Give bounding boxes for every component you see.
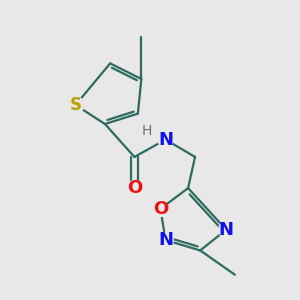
Circle shape	[153, 201, 168, 217]
Text: H: H	[141, 124, 152, 138]
Circle shape	[158, 132, 173, 147]
Text: O: O	[153, 200, 168, 218]
Circle shape	[127, 181, 142, 196]
Text: N: N	[158, 231, 173, 249]
Text: O: O	[127, 179, 142, 197]
Circle shape	[67, 97, 84, 113]
Text: N: N	[219, 221, 234, 239]
Text: N: N	[158, 130, 173, 148]
Circle shape	[219, 222, 234, 237]
Text: S: S	[70, 96, 82, 114]
Circle shape	[158, 232, 173, 248]
